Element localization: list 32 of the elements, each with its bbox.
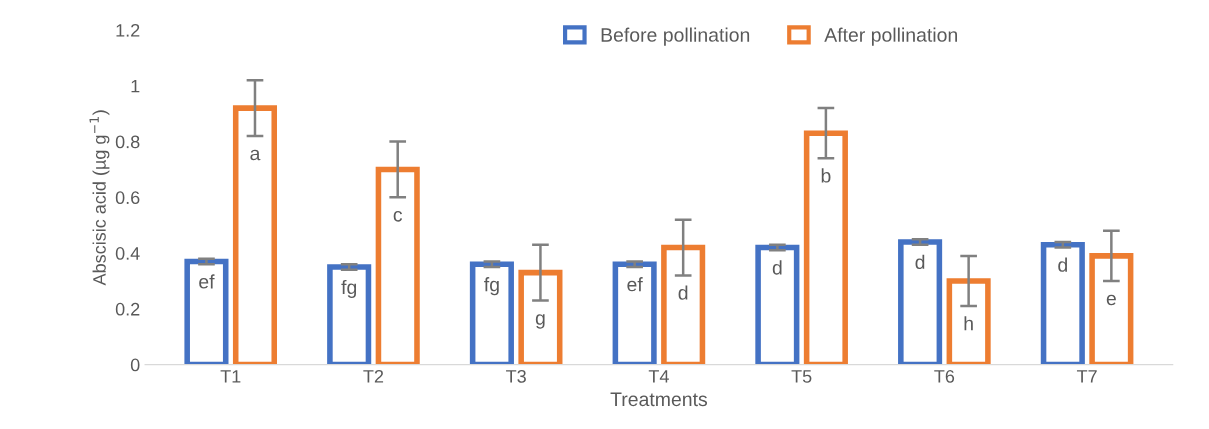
y-tick-label: 0.2 [115, 302, 140, 316]
x-tick-label: T5 [791, 370, 812, 383]
data-label: d [1058, 257, 1067, 272]
y-tick-label: 0.4 [115, 247, 140, 260]
data-label: c [393, 211, 403, 222]
y-tick-label: 1 [131, 79, 140, 93]
data-label: d [915, 254, 925, 270]
x-tick-label: T3 [506, 369, 526, 383]
data-label: d [678, 285, 688, 300]
data-label: ef [199, 274, 215, 289]
data-label: fg [341, 279, 357, 299]
y-tick-label: 0 [130, 358, 140, 372]
y-tick-label: 1.2 [116, 23, 140, 37]
y-tick-label: 0.6 [115, 191, 140, 205]
x-tick-label: T6 [934, 369, 955, 383]
data-label: a [250, 149, 261, 161]
y-axis-title: Abscisic acid (µg g$^{−1}$) [89, 110, 110, 286]
data-label: b [821, 168, 831, 183]
legend-label: After pollination [824, 27, 957, 46]
data-label: fg [484, 277, 499, 296]
x-tick-label: T2 [363, 369, 384, 383]
data-label: h [964, 316, 973, 331]
x-tick-label: T7 [1076, 370, 1097, 383]
legend-label: Before pollination [601, 27, 750, 46]
data-label: ef [627, 277, 643, 292]
x-axis-title: Treatments [610, 392, 708, 407]
x-tick-label: T4 [648, 370, 669, 383]
y-tick-label: 0.8 [115, 135, 140, 149]
x-tick-label: T1 [220, 370, 241, 383]
data-label: g [535, 314, 545, 329]
data-label: d [772, 260, 782, 275]
data-label: e [1106, 294, 1116, 306]
